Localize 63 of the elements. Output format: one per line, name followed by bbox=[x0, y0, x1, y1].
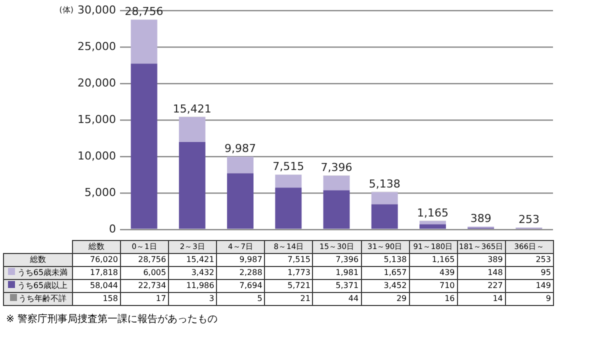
text: 76,020 bbox=[72, 254, 120, 266]
y-tick-label: 25,000 bbox=[78, 40, 116, 53]
data-label: 6,005 bbox=[120, 266, 169, 280]
data-label: 439 bbox=[409, 266, 458, 280]
data-label: 1,981 bbox=[312, 266, 362, 280]
data-label: 3,432 bbox=[168, 266, 217, 280]
data-label: 29 bbox=[361, 292, 410, 306]
text: 5,138 bbox=[384, 255, 407, 264]
data-label: 149 bbox=[505, 280, 554, 292]
y-tick-label: 0 bbox=[109, 222, 116, 236]
total-label: 7,515 bbox=[272, 160, 304, 173]
data-label: 2,288 bbox=[216, 266, 265, 280]
y-tick-label: 20,000 bbox=[78, 76, 116, 90]
data-label: 9 bbox=[505, 292, 554, 306]
data-label: 5 bbox=[216, 292, 265, 306]
y-axis-title: (体) bbox=[59, 6, 74, 15]
data-label: 1,657 bbox=[361, 266, 410, 280]
data-label: 3 bbox=[168, 292, 217, 306]
total-label: 15,421 bbox=[172, 102, 212, 116]
text: 253 bbox=[536, 255, 551, 264]
data-label: 95 bbox=[505, 266, 554, 280]
data-label: 7,694 bbox=[216, 280, 265, 292]
data-label: 44 bbox=[312, 292, 362, 306]
legend-label: うち65歳未満 bbox=[4, 266, 72, 280]
text: 9,987 bbox=[239, 255, 262, 264]
text: 389 bbox=[488, 255, 503, 264]
text: 7,396 bbox=[336, 255, 359, 264]
text: 158 bbox=[72, 292, 120, 306]
text: 15,421 bbox=[186, 255, 214, 264]
data-label: 5,371 bbox=[312, 280, 362, 292]
y-tick-label: 5,000 bbox=[84, 186, 116, 199]
text: 7,515 bbox=[288, 255, 310, 264]
total-label: 28,756 bbox=[124, 5, 164, 18]
data-label: 17 bbox=[120, 292, 169, 306]
data-label: 148 bbox=[457, 266, 506, 280]
legend-label: うち年齢不詳 bbox=[4, 292, 72, 306]
legend-label: うち65歳以上 bbox=[4, 280, 72, 292]
data-label: 3,452 bbox=[361, 280, 410, 292]
text: 総数 bbox=[4, 254, 72, 266]
data-label: 16 bbox=[409, 292, 458, 306]
data-label: 1,773 bbox=[264, 266, 313, 280]
total-label: 7,396 bbox=[320, 160, 352, 174]
total-label: 253 bbox=[518, 212, 540, 226]
text: 17,818 bbox=[72, 266, 120, 280]
data-label: 11,986 bbox=[168, 280, 217, 292]
data-label: 22,734 bbox=[120, 280, 169, 292]
total-label: 9,987 bbox=[224, 142, 256, 155]
data-label: 5,721 bbox=[264, 280, 313, 292]
y-tick-label: 10,000 bbox=[78, 149, 116, 162]
text: 28,756 bbox=[138, 255, 166, 264]
data-label: 21 bbox=[264, 292, 313, 306]
total-label: 5,138 bbox=[368, 177, 400, 190]
text: 1,165 bbox=[432, 255, 455, 264]
text: 総数 bbox=[72, 240, 120, 254]
data-label: 710 bbox=[409, 280, 458, 292]
data-label: 14 bbox=[457, 292, 506, 306]
total-label: 389 bbox=[470, 212, 492, 225]
text: ※ 警察庁刑事局捜査第一課に報告があったもの bbox=[6, 314, 219, 326]
data-label: 227 bbox=[457, 280, 506, 292]
text: 58,044 bbox=[72, 280, 120, 292]
y-tick-label: 30,000 bbox=[78, 3, 116, 16]
total-label: 1,165 bbox=[416, 206, 448, 220]
y-tick-label: 15,000 bbox=[78, 112, 116, 126]
